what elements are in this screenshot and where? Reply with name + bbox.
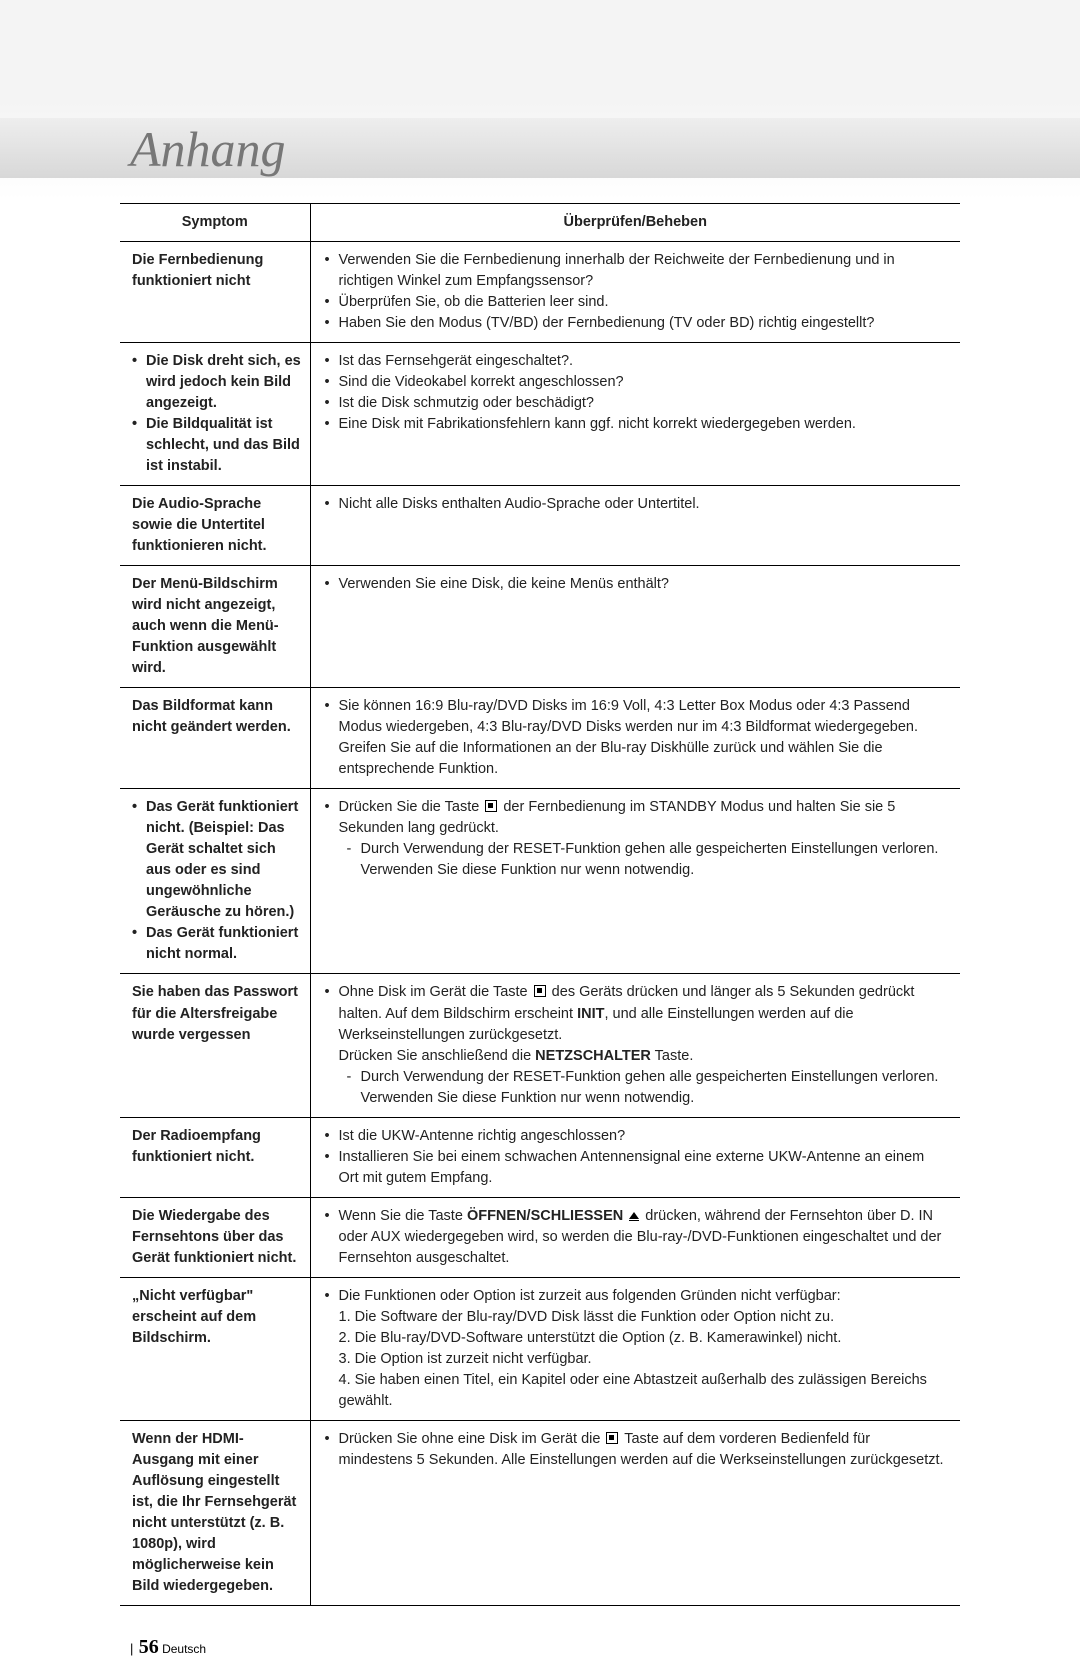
symptom-bullet: Die Disk dreht sich, es wird jedoch kein…: [132, 351, 302, 414]
table-row: Die Wiedergabe des Fernsehtons über das …: [120, 1197, 960, 1277]
table-row: Das Gerät funktioniert nicht. (Beispiel:…: [120, 789, 960, 974]
check-cell: Drücken Sie die Taste der Fernbedienung …: [310, 789, 960, 974]
page-number: 56: [139, 1636, 159, 1658]
symptom-cell: Die Disk dreht sich, es wird jedoch kein…: [120, 343, 310, 486]
check-item: Überprüfen Sie, ob die Batterien leer si…: [323, 292, 949, 313]
symptom-bullet: Die Bildqualität ist schlecht, und das B…: [132, 414, 302, 477]
check-item: Ohne Disk im Gerät die Taste des Geräts …: [323, 982, 949, 1108]
check-item: Sind die Videokabel korrekt angeschlosse…: [323, 372, 949, 393]
check-cell: Wenn Sie die Taste ÖFFNEN/SCHLIESSEN drü…: [310, 1197, 960, 1277]
check-item: Haben Sie den Modus (TV/BD) der Fernbedi…: [323, 313, 949, 334]
troubleshooting-table: Symptom Überprüfen/Beheben Die Fernbedie…: [120, 203, 960, 1606]
symptom-cell: Das Gerät funktioniert nicht. (Beispiel:…: [120, 789, 310, 974]
table-row: Wenn der HDMI-Ausgang mit einer Auflösun…: [120, 1420, 960, 1605]
check-cell: Nicht alle Disks enthalten Audio-Sprache…: [310, 486, 960, 566]
check-item: Ist die Disk schmutzig oder beschädigt?: [323, 393, 949, 414]
symptom-cell: Sie haben das Passwort für die Altersfre…: [120, 974, 310, 1117]
check-item: Wenn Sie die Taste ÖFFNEN/SCHLIESSEN drü…: [323, 1206, 949, 1269]
symptom-cell: Wenn der HDMI-Ausgang mit einer Auflösun…: [120, 1420, 310, 1605]
check-item: Ist die UKW-Antenne richtig angeschlosse…: [323, 1126, 949, 1147]
check-sub: Durch Verwendung der RESET-Funktion gehe…: [339, 1067, 949, 1109]
symptom-cell: Die Fernbedienung funktioniert nicht: [120, 242, 310, 343]
stop-icon: [485, 800, 497, 812]
manual-page: Anhang Symptom Überprüfen/Beheben Die Fe…: [0, 0, 1080, 1479]
table-row: Die Audio-Sprache sowie die Untertitel f…: [120, 486, 960, 566]
check-item: Drücken Sie ohne eine Disk im Gerät die …: [323, 1429, 949, 1471]
symptom-cell: Die Wiedergabe des Fernsehtons über das …: [120, 1197, 310, 1277]
symptom-cell: „Nicht verfügbar" erscheint auf dem Bild…: [120, 1277, 310, 1420]
check-item: Drücken Sie die Taste der Fernbedienung …: [323, 797, 949, 881]
check-item: Installieren Sie bei einem schwachen Ant…: [323, 1147, 949, 1189]
symptom-cell: Das Bildformat kann nicht geändert werde…: [120, 688, 310, 789]
check-cell: Verwenden Sie eine Disk, die keine Menüs…: [310, 566, 960, 688]
eject-icon: [629, 1212, 639, 1219]
check-cell: Ist die UKW-Antenne richtig angeschlosse…: [310, 1117, 960, 1197]
table-row: Die Disk dreht sich, es wird jedoch kein…: [120, 343, 960, 486]
check-cell: Verwenden Sie die Fernbedienung innerhal…: [310, 242, 960, 343]
page-title: Anhang: [120, 120, 960, 178]
check-item: Eine Disk mit Fabrikationsfehlern kann g…: [323, 414, 949, 435]
table-row: „Nicht verfügbar" erscheint auf dem Bild…: [120, 1277, 960, 1420]
symptom-cell: Der Radioempfang funktioniert nicht.: [120, 1117, 310, 1197]
table-row: Sie haben das Passwort für die Altersfre…: [120, 974, 960, 1117]
symptom-bullet: Das Gerät funktioniert nicht. (Beispiel:…: [132, 797, 302, 923]
check-item: Nicht alle Disks enthalten Audio-Sprache…: [323, 494, 949, 515]
check-cell: Drücken Sie ohne eine Disk im Gerät die …: [310, 1420, 960, 1605]
check-cell: Ohne Disk im Gerät die Taste des Geräts …: [310, 974, 960, 1117]
check-sub: Durch Verwendung der RESET-Funktion gehe…: [339, 839, 949, 881]
check-item: Sie können 16:9 Blu-ray/DVD Disks im 16:…: [323, 696, 949, 780]
page-footer: | 56 Deutsch: [120, 1636, 960, 1659]
footer-language: Deutsch: [162, 1642, 206, 1656]
symptom-cell: Der Menü-Bildschirm wird nicht angezeigt…: [120, 566, 310, 688]
check-cell: Sie können 16:9 Blu-ray/DVD Disks im 16:…: [310, 688, 960, 789]
stop-icon: [606, 1432, 618, 1444]
stop-icon: [534, 985, 546, 997]
symptom-bullet: Das Gerät funktioniert nicht normal.: [132, 923, 302, 965]
check-cell: Die Funktionen oder Option ist zurzeit a…: [310, 1277, 960, 1420]
table-row: Die Fernbedienung funktioniert nicht Verw…: [120, 242, 960, 343]
check-item: Verwenden Sie eine Disk, die keine Menüs…: [323, 574, 949, 595]
check-cell: Ist das Fernsehgerät eingeschaltet?.Sind…: [310, 343, 960, 486]
table-row: Der Menü-Bildschirm wird nicht angezeigt…: [120, 566, 960, 688]
header-check: Überprüfen/Beheben: [310, 204, 960, 242]
check-item: Verwenden Sie die Fernbedienung innerhal…: [323, 250, 949, 292]
table-row: Der Radioempfang funktioniert nicht. Ist …: [120, 1117, 960, 1197]
check-item: Die Funktionen oder Option ist zurzeit a…: [323, 1286, 949, 1412]
footer-bar: |: [130, 1641, 133, 1656]
header-symptom: Symptom: [120, 204, 310, 242]
symptom-cell: Die Audio-Sprache sowie die Untertitel f…: [120, 486, 310, 566]
check-item: Ist das Fernsehgerät eingeschaltet?.: [323, 351, 949, 372]
table-row: Das Bildformat kann nicht geändert werde…: [120, 688, 960, 789]
